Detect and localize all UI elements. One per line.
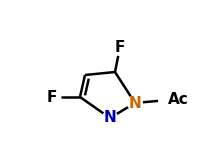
Text: F: F xyxy=(47,89,57,104)
Text: N: N xyxy=(129,95,141,111)
Text: N: N xyxy=(104,111,116,126)
Text: F: F xyxy=(115,40,125,55)
Text: Ac: Ac xyxy=(168,93,189,108)
